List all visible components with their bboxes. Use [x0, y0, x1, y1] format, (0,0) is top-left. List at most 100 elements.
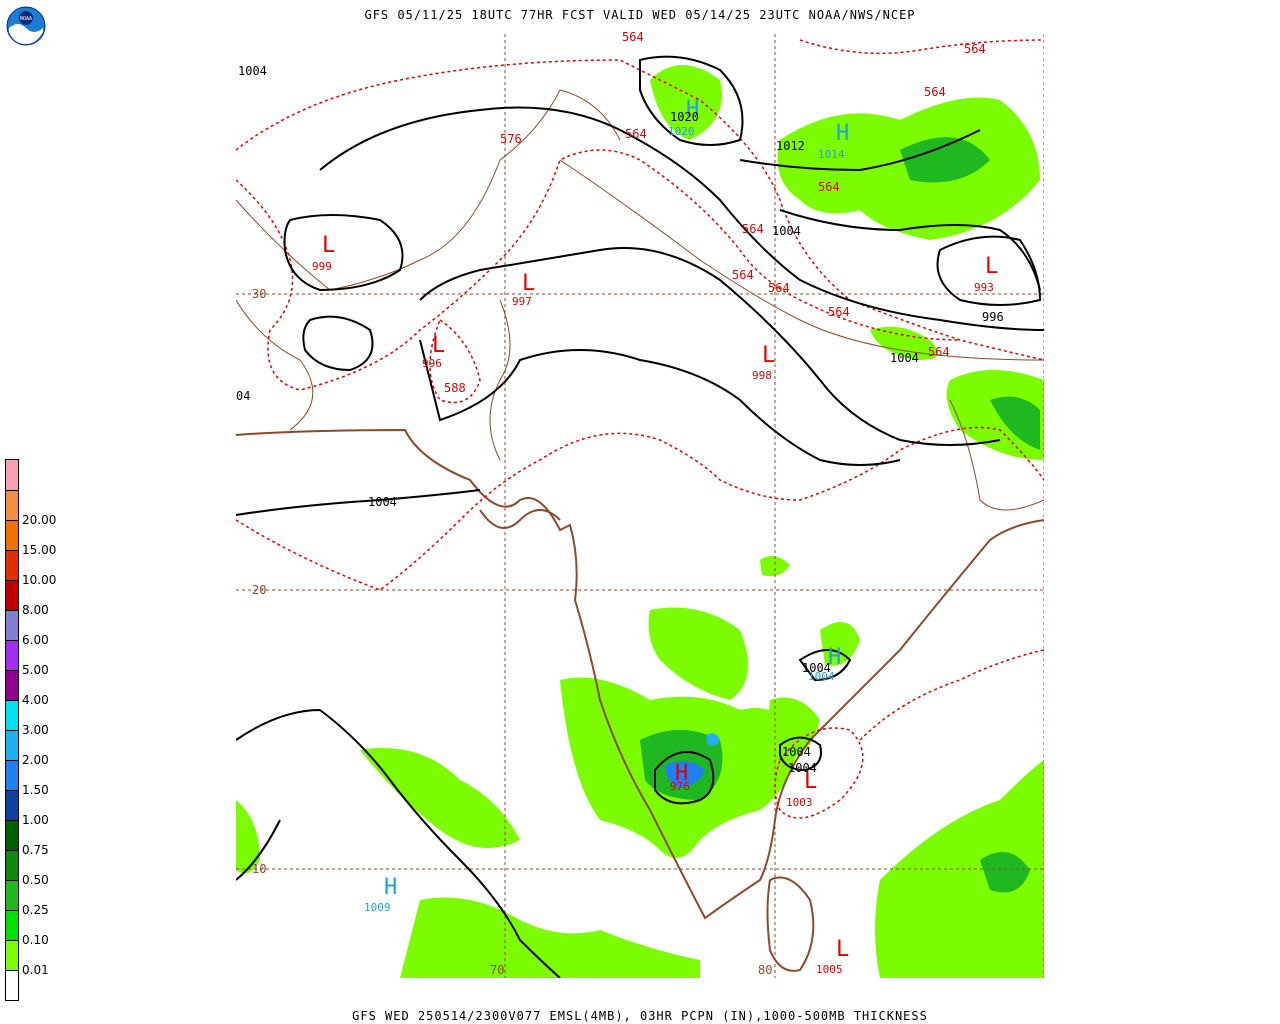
- high-center-2-value: 1014: [818, 148, 845, 161]
- noaa-logo-text: NOAA: [20, 16, 32, 22]
- high-center-1: H: [686, 97, 699, 122]
- low-center-1: L: [322, 233, 335, 258]
- legend-swatch: [5, 489, 19, 521]
- high-center-4-value: 976: [670, 780, 690, 793]
- afghanistan-border: [236, 299, 314, 431]
- legend-label: 6.00: [22, 633, 49, 647]
- low-center-7-value: 1005: [816, 963, 843, 976]
- precip-andhra: [820, 622, 860, 666]
- isobar-3: [283, 214, 404, 292]
- legend-label: 1.00: [22, 813, 49, 827]
- legend-swatch: [5, 639, 19, 671]
- legend-swatch: [5, 969, 19, 1001]
- thickness-label-7: 564: [742, 222, 764, 236]
- thickness-label-8: 564: [732, 268, 754, 282]
- precip-southeast: [875, 760, 1044, 978]
- high-center-5-value: 1009: [364, 901, 391, 914]
- high-center-1-value: 1020: [668, 125, 695, 138]
- isobar-label-7: 1004: [368, 495, 397, 509]
- isobar-label-3: 1012: [776, 139, 805, 153]
- low-center-5-value: 993: [974, 281, 994, 294]
- legend-label: 4.00: [22, 693, 49, 707]
- legend-label: 0.50: [22, 873, 49, 887]
- thickness-line-1: [236, 59, 1044, 361]
- isobar-9: [779, 209, 1041, 291]
- legend-label: 8.00: [22, 603, 49, 617]
- isobar-15: [236, 819, 281, 881]
- legend-label: 0.01: [22, 963, 49, 977]
- lat-10-label: 10: [252, 862, 266, 876]
- thickness-line-6: [774, 727, 864, 819]
- legend-swatch: [5, 669, 19, 701]
- legend-label: 0.75: [22, 843, 49, 857]
- legend-swatch: [5, 459, 19, 491]
- isobar-4: [302, 315, 374, 372]
- isobar-label-2: 1020: [670, 110, 699, 124]
- isobar-8: [739, 129, 981, 172]
- low-center-4-value: 998: [752, 369, 772, 382]
- weather-map: 30 20 10 70 80 L 999 L 997 L 996 L 998 L…: [236, 30, 1044, 978]
- precip-north-east-3: [900, 137, 990, 183]
- low-center-2: L: [522, 271, 535, 296]
- lat-20-label: 20: [252, 583, 266, 597]
- thickness-label-12: 588: [444, 381, 466, 395]
- legend-swatch: [5, 519, 19, 551]
- high-center-5: H: [384, 875, 397, 900]
- grid-labels: 30 20 10 70 80: [252, 287, 772, 977]
- legend-swatch: [5, 849, 19, 881]
- isobar-14: [798, 649, 852, 682]
- legend-label: 20.00: [22, 513, 57, 527]
- legend-label: 2.00: [22, 753, 49, 767]
- legend-swatch: [5, 609, 19, 641]
- thickness-label-5: 576: [500, 132, 522, 146]
- thickness-label-10: 564: [828, 305, 850, 319]
- isobar-labels: 1004 1020 1012 1004 996 1004 1004 1004 1…: [236, 64, 1004, 775]
- low-center-7: L: [836, 937, 849, 962]
- thickness-label-3: 564: [924, 85, 946, 99]
- legend-label: 10.00: [22, 573, 57, 587]
- noaa-logo-icon: NOAA: [6, 6, 46, 46]
- isobar-12: [654, 751, 715, 805]
- high-center-3: H: [828, 645, 841, 670]
- isobar-2: [419, 247, 1001, 446]
- thickness-line-7: [859, 649, 1044, 741]
- thickness-line-5: [799, 39, 1044, 55]
- precip-west-ghats: [648, 607, 748, 700]
- isobar-label-1: 1004: [238, 64, 267, 78]
- india-nepal-border: [559, 159, 1044, 361]
- thickness-line-4: [236, 426, 1044, 591]
- thickness-label-2: 564: [964, 42, 986, 56]
- legend-label: 3.00: [22, 723, 49, 737]
- legend-swatch: [5, 879, 19, 911]
- legend-label: 1.50: [22, 783, 49, 797]
- lat-30-label: 30: [252, 287, 266, 301]
- isobar-11: [236, 708, 561, 978]
- precip-small-1: [760, 556, 790, 577]
- precip-peak-2: [706, 733, 720, 746]
- isobar-label-8: 1004: [802, 661, 831, 675]
- precip-north-east: [650, 65, 722, 140]
- isobar-6: [236, 489, 481, 516]
- low-center-1-value: 999: [312, 260, 332, 273]
- thickness-contours: [236, 39, 1044, 819]
- low-center-2-value: 997: [512, 295, 532, 308]
- isobar-5: [419, 339, 901, 466]
- precip-south-sea: [400, 897, 700, 978]
- isobar-label-6: 1004: [890, 351, 919, 365]
- low-center-4: L: [762, 343, 775, 368]
- sri-lanka: [766, 876, 815, 972]
- legend-swatch: [5, 579, 19, 611]
- coastlines: [236, 89, 1044, 972]
- isobar-10: [936, 235, 1042, 306]
- legend-label: 5.00: [22, 663, 49, 677]
- thickness-label-1: 564: [622, 30, 644, 44]
- legend-swatch: [5, 729, 19, 761]
- isobar-label-11: 04: [236, 389, 250, 403]
- gujarat: [479, 509, 561, 529]
- isobar-1: [319, 106, 1044, 331]
- isobar-label-4: 1004: [772, 224, 801, 238]
- legend-swatch: [5, 549, 19, 581]
- legend-swatch: [5, 909, 19, 941]
- india-internal-west: [489, 299, 511, 461]
- thickness-label-6: 564: [818, 180, 840, 194]
